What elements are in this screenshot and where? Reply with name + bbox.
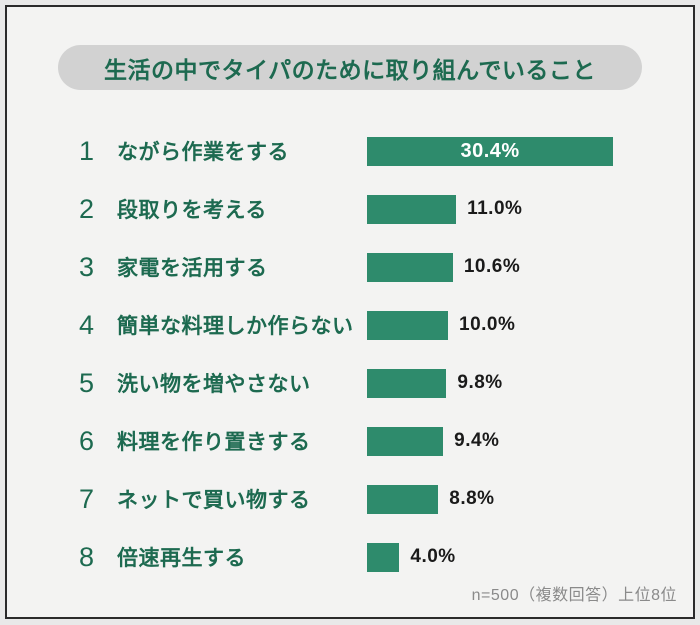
item-label: ネットで買い物する — [117, 489, 311, 512]
rank-number: 7 — [79, 483, 95, 514]
ranking-row: 2 段取りを考える 11.0% — [7, 180, 693, 238]
chart-title: 生活の中でタイパのために取り組んでいること — [104, 56, 596, 83]
item-label: ながら作業をする — [117, 141, 289, 164]
item-label: 料理を作り置きする — [117, 431, 311, 454]
ranking-row: 4 簡単な料理しか作らない 10.0% — [7, 296, 693, 354]
bar — [367, 368, 447, 398]
value-label: 4.0% — [410, 546, 456, 567]
ranking-row: 7 ネットで買い物する 8.8% — [7, 470, 693, 528]
bar — [367, 426, 444, 456]
ranking-row: 8 倍速再生する 4.0% — [7, 528, 693, 586]
chart-panel: 生活の中でタイパのために取り組んでいること 1 ながら作業をする 30.4% 2… — [5, 5, 695, 619]
ranking-row: 6 料理を作り置きする 9.4% — [7, 412, 693, 470]
value-label: 30.4% — [460, 139, 520, 162]
ranking-row: 3 家電を活用する 10.6% — [7, 238, 693, 296]
rank-number: 2 — [79, 193, 95, 224]
value-label: 9.8% — [457, 372, 503, 393]
item-label: 簡単な料理しか作らない — [117, 315, 354, 338]
bar — [367, 484, 439, 514]
bar — [367, 542, 400, 572]
rank-number: 1 — [79, 135, 95, 166]
value-label: 11.0% — [467, 198, 523, 219]
value-label: 9.4% — [454, 430, 500, 451]
bar: 30.4% — [367, 136, 614, 166]
bar — [367, 194, 457, 224]
bar — [367, 252, 453, 282]
bar — [367, 310, 448, 340]
item-label: 洗い物を増やさない — [117, 373, 311, 396]
value-label: 8.8% — [449, 488, 495, 509]
item-label: 家電を活用する — [117, 257, 268, 280]
rank-number: 4 — [79, 309, 95, 340]
ranking-list: 1 ながら作業をする 30.4% 2 段取りを考える 11.0% 3 家電を活用… — [7, 122, 693, 586]
sample-size-note: n=500（複数回答）上位8位 — [471, 587, 677, 604]
value-label: 10.6% — [463, 256, 521, 277]
ranking-row: 5 洗い物を増やさない 9.8% — [7, 354, 693, 412]
rank-number: 3 — [79, 251, 95, 282]
rank-number: 5 — [79, 367, 95, 398]
value-label: 10.0% — [459, 314, 516, 335]
rank-number: 8 — [79, 541, 95, 572]
ranking-row: 1 ながら作業をする 30.4% — [7, 122, 693, 180]
item-label: 段取りを考える — [117, 199, 267, 222]
chart-title-pill: 生活の中でタイパのために取り組んでいること — [58, 45, 642, 90]
item-label: 倍速再生する — [117, 547, 246, 570]
rank-number: 6 — [79, 425, 95, 456]
